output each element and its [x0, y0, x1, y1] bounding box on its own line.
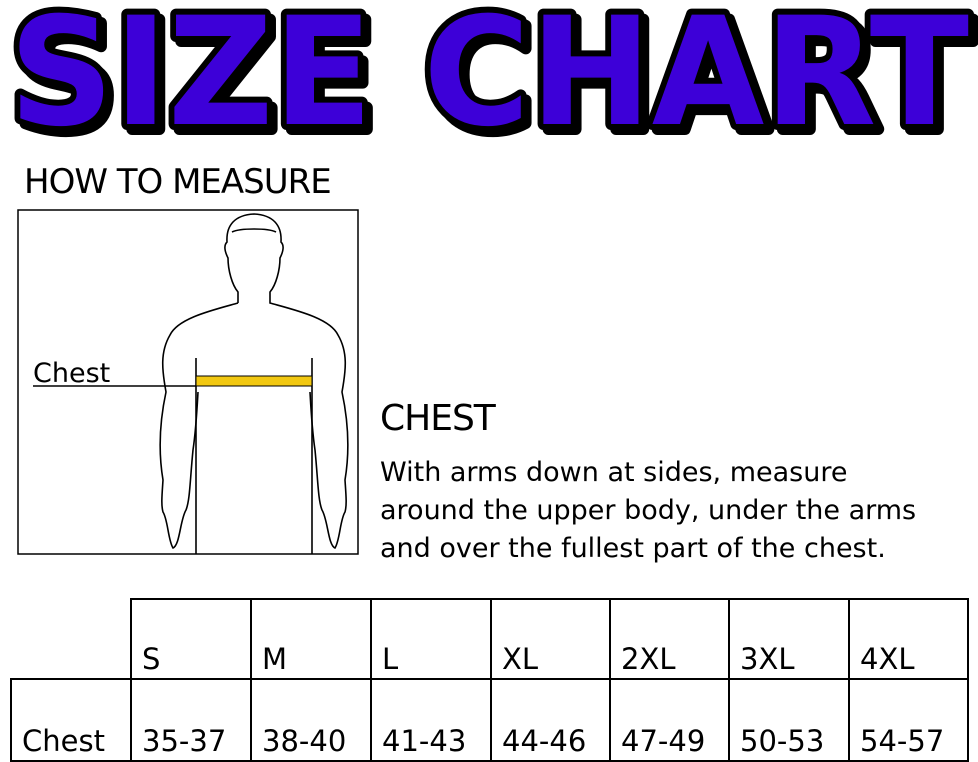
size-header: L [382, 642, 399, 676]
title-text: SIZE CHART [9, 0, 969, 144]
instructions-line: around the upper body, under the arms [380, 495, 917, 526]
instructions-line: and over the fullest part of the chest. [380, 533, 886, 564]
instructions-heading: CHEST [380, 398, 496, 439]
chest-value: 50-53 [740, 724, 825, 758]
size-header-cell: M [250, 598, 372, 680]
value-cell: 38-40 [250, 678, 372, 762]
instructions-line: With arms down at sides, measure [380, 457, 848, 488]
row-label: Chest [22, 724, 105, 758]
value-cell: 54-57 [848, 678, 969, 762]
size-header-cell: 2XL [609, 598, 730, 680]
measuring-tape-icon [195, 375, 313, 387]
size-header-cell: L [370, 598, 492, 680]
figure-chest-label: Chest [33, 358, 110, 389]
size-header-cell: XL [490, 598, 611, 680]
chest-value: 35-37 [142, 724, 227, 758]
chest-value: 54-57 [860, 724, 945, 758]
figure-frame [17, 209, 359, 555]
size-header: 2XL [621, 642, 676, 676]
size-header: 4XL [860, 642, 915, 676]
body-outline-icon [159, 213, 349, 554]
size-header: 3XL [740, 642, 795, 676]
size-header: XL [502, 642, 539, 676]
row-label-cell: Chest [10, 678, 132, 762]
how-to-measure-heading: HOW TO MEASURE [24, 162, 332, 202]
size-chart-title: SIZE CHART [3, 0, 975, 144]
value-cell: 47-49 [609, 678, 730, 762]
size-header-cell: 3XL [728, 598, 850, 680]
chest-value: 38-40 [262, 724, 347, 758]
chest-value: 47-49 [621, 724, 706, 758]
value-cell: 41-43 [370, 678, 492, 762]
value-cell: 35-37 [130, 678, 252, 762]
chest-value: 44-46 [502, 724, 587, 758]
value-cell: 50-53 [728, 678, 850, 762]
size-header-cell: 4XL [848, 598, 969, 680]
size-header-cell: S [130, 598, 252, 680]
instructions-text: With arms down at sides, measure around … [380, 454, 978, 568]
size-header: S [142, 642, 161, 676]
value-cell: 44-46 [490, 678, 611, 762]
size-header: M [262, 642, 288, 676]
chest-value: 41-43 [382, 724, 467, 758]
